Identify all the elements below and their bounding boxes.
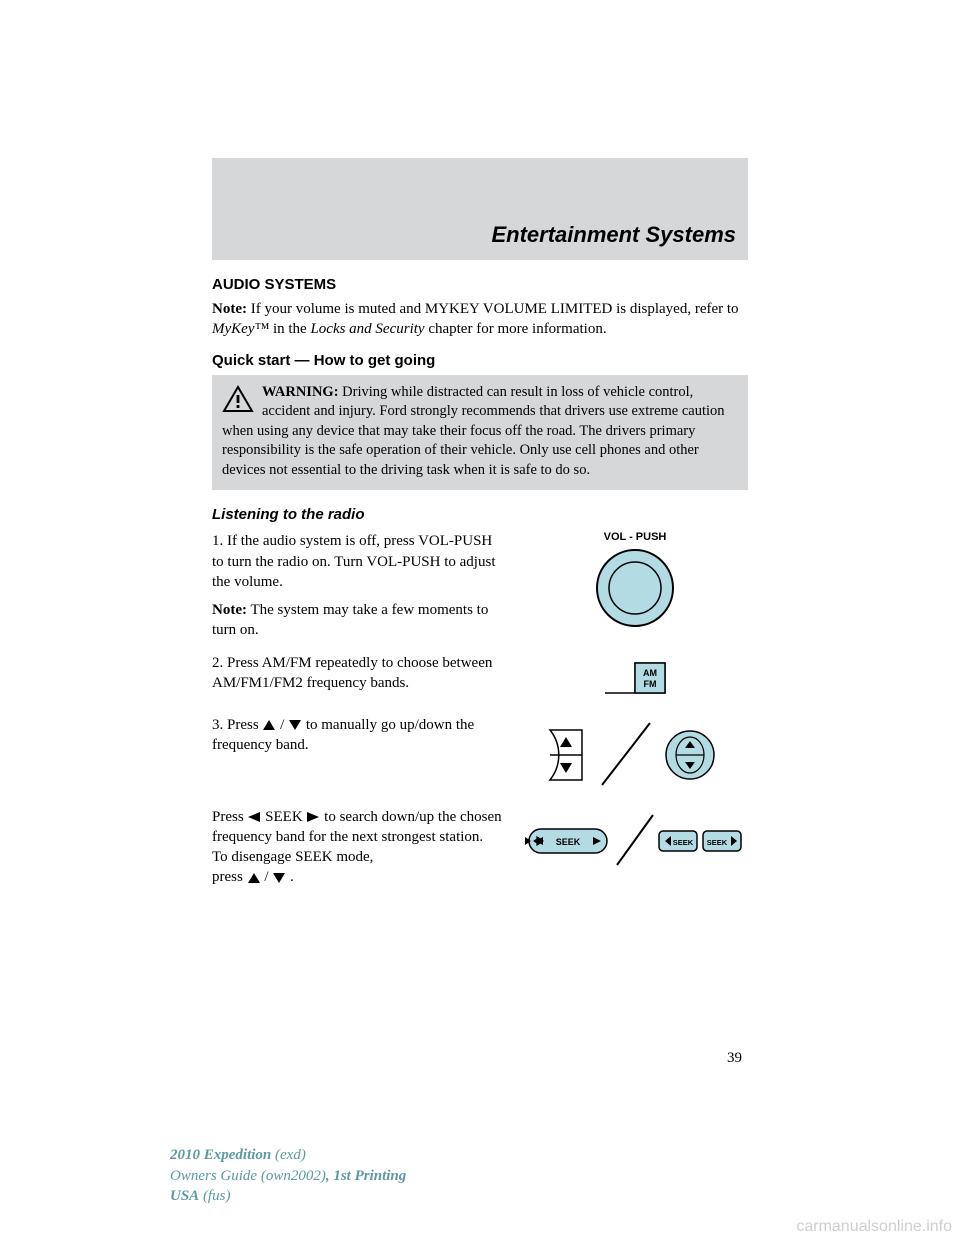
warning-icon (222, 385, 254, 413)
row-seek: Press SEEK to search down/up the chosen … (212, 807, 748, 888)
seek-buttons-icon: SEEK SEEK SEEK (525, 807, 745, 877)
step3-text-col: 3. Press / to manually go up/down the fr… (212, 715, 502, 795)
content-area: AUDIO SYSTEMS Note: If your volume is mu… (212, 276, 748, 900)
watermark: carmanualsonline.info (796, 1218, 952, 1236)
row-step3: 3. Press / to manually go up/down the fr… (212, 715, 748, 795)
svg-text:SEEK: SEEK (707, 838, 728, 847)
step3-text: 3. Press / to manually go up/down the fr… (212, 715, 502, 756)
heading-listening-radio: Listening to the radio (212, 506, 748, 523)
vol-label: VOL - PUSH (604, 531, 667, 543)
note-text-2: in the (269, 321, 310, 337)
footer-model: 2010 Expedition (170, 1147, 271, 1163)
step2-text: 2. Press AM/FM repeatedly to choose betw… (212, 653, 502, 694)
up-triangle-icon (262, 719, 276, 731)
step3-text-a: 3. Press (212, 717, 262, 733)
seek-text-d: press (212, 869, 247, 885)
footer-line-1: 2010 Expedition (exd) (170, 1145, 406, 1165)
footer-line-3: USA (fus) (170, 1186, 406, 1206)
note-text-1: If your volume is muted and MYKEY VOLUME… (247, 301, 739, 317)
footer-printing: , 1st Printing (326, 1168, 406, 1184)
seek-text-e: . (290, 869, 294, 885)
down-triangle-icon (288, 719, 302, 731)
vol-knob-icon (591, 547, 679, 629)
note-chapter: Locks and Security (310, 321, 424, 337)
row-step1: 1. If the audio system is off, press VOL… (212, 531, 748, 640)
warning-label: WARNING: (262, 384, 339, 400)
amfm-diagram: AM FM (522, 653, 748, 703)
svg-text:SEEK: SEEK (556, 837, 581, 847)
heading-quick-start: Quick start — How to get going (212, 352, 748, 369)
chapter-title: Entertainment Systems (212, 222, 742, 248)
footer-code3: (fus) (199, 1188, 230, 1204)
seek-text-c: To disengage SEEK mode, (212, 849, 373, 865)
footer: 2010 Expedition (exd) Owners Guide (own2… (170, 1145, 406, 1206)
warning-box: WARNING: Driving while distracted can re… (212, 375, 748, 491)
svg-text:FM: FM (644, 679, 657, 689)
vol-diagram: VOL - PUSH (522, 531, 748, 640)
note-text-3: chapter for more information. (425, 321, 607, 337)
seek-label-inline: SEEK (265, 809, 306, 825)
step1-note-text: The system may take a few moments to tur… (212, 602, 488, 638)
step1-text-col: 1. If the audio system is off, press VOL… (212, 531, 502, 640)
footer-code2: (own2002) (257, 1168, 326, 1184)
seek-text-a: Press (212, 809, 247, 825)
footer-code1: (exd) (271, 1147, 306, 1163)
row-step2: 2. Press AM/FM repeatedly to choose betw… (212, 653, 748, 703)
footer-line-2: Owners Guide (own2002), 1st Printing (170, 1166, 406, 1186)
tune-diagram (522, 715, 748, 795)
right-triangle-icon (306, 811, 320, 823)
page-number: 39 (212, 1050, 742, 1067)
step1-text: 1. If the audio system is off, press VOL… (212, 531, 502, 592)
down-triangle-icon-2 (272, 872, 286, 884)
footer-guide: Owners Guide (170, 1168, 257, 1184)
footer-country: USA (170, 1188, 199, 1204)
heading-audio-systems: AUDIO SYSTEMS (212, 276, 748, 293)
step2-text-col: 2. Press AM/FM repeatedly to choose betw… (212, 653, 502, 703)
left-triangle-icon (247, 811, 261, 823)
seek-text: Press SEEK to search down/up the chosen … (212, 807, 502, 888)
seek-text-col: Press SEEK to search down/up the chosen … (212, 807, 502, 888)
step1-note: Note: The system may take a few moments … (212, 600, 502, 641)
svg-text:SEEK: SEEK (673, 838, 694, 847)
note-mykey: MyKey™ (212, 321, 269, 337)
note-paragraph: Note: If your volume is muted and MYKEY … (212, 299, 748, 340)
amfm-button-icon: AM FM (595, 653, 675, 703)
tune-buttons-icon (540, 715, 730, 795)
step1-note-label: Note: (212, 602, 247, 618)
note-label: Note: (212, 301, 247, 317)
seek-diagram: SEEK SEEK SEEK (522, 807, 748, 888)
up-triangle-icon-2 (247, 872, 261, 884)
svg-text:AM: AM (643, 668, 657, 678)
page: Entertainment Systems AUDIO SYSTEMS Note… (0, 0, 960, 1242)
